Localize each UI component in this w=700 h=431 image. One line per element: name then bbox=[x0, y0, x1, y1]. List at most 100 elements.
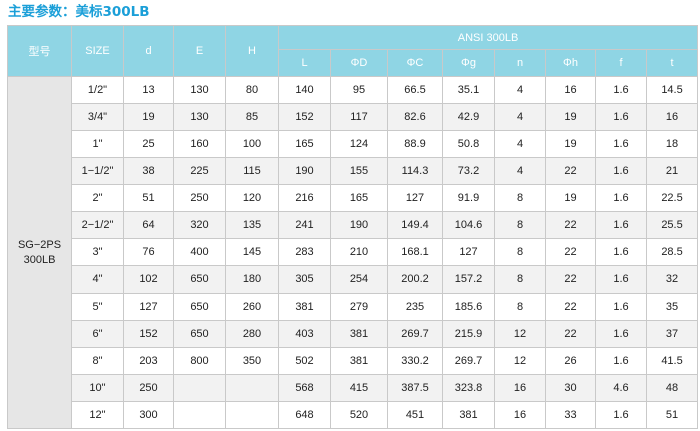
model-name-line1: SG−2PS bbox=[17, 238, 62, 251]
table-cell: 21 bbox=[645, 157, 699, 186]
table-cell: 190 bbox=[278, 157, 331, 186]
table-cell: 4" bbox=[71, 265, 124, 294]
table-cell: 1.6 bbox=[595, 75, 647, 105]
table-cell: 22 bbox=[545, 157, 596, 186]
table-cell: 260 bbox=[225, 292, 279, 321]
table-cell: 152 bbox=[123, 319, 174, 348]
table-cell: 124 bbox=[330, 130, 388, 159]
table-cell: 387.5 bbox=[387, 373, 443, 402]
table-row: 12" 300 648 520 451 381 16 33 1.6 51 bbox=[8, 400, 699, 430]
table-cell: 8 bbox=[494, 184, 546, 213]
table-row: 5" 127 650 260 381 279 235 185.6 8 22 1.6 35 bbox=[8, 292, 699, 321]
table-cell: 4 bbox=[494, 103, 546, 132]
table-row: 1" 25 160 100 165 124 88.9 50.8 4 19 1.6 18 bbox=[8, 130, 699, 159]
table-cell: 235 bbox=[387, 292, 443, 321]
table-cell: 42.9 bbox=[442, 103, 495, 132]
table-cell: 650 bbox=[173, 265, 226, 294]
section-title: 主要参数：美标300LB bbox=[8, 4, 150, 20]
header-phi-g: Φg bbox=[442, 49, 495, 77]
table-cell: 451 bbox=[387, 400, 443, 430]
table-cell: 1.6 bbox=[595, 184, 647, 213]
table-cell: 381 bbox=[330, 319, 388, 348]
table-cell: 64 bbox=[123, 211, 174, 240]
table-cell: 76 bbox=[123, 238, 174, 267]
table-cell: 4 bbox=[494, 75, 546, 105]
table-cell: 10" bbox=[71, 373, 124, 402]
table-cell: 1.6 bbox=[595, 292, 647, 321]
table-cell: 168.1 bbox=[387, 238, 443, 267]
table-cell: 8 bbox=[494, 238, 546, 267]
table-cell: 216 bbox=[278, 184, 331, 213]
table-cell: 50.8 bbox=[442, 130, 495, 159]
table-cell: 210 bbox=[330, 238, 388, 267]
table-cell: 117 bbox=[330, 103, 388, 132]
table-cell: 37 bbox=[645, 319, 699, 348]
table-cell: 51 bbox=[645, 400, 699, 430]
header-f: f bbox=[595, 49, 647, 77]
table-cell: 19 bbox=[545, 103, 596, 132]
table-cell: 26 bbox=[545, 346, 596, 375]
table-cell: 19 bbox=[123, 103, 174, 132]
table-cell: 127 bbox=[123, 292, 174, 321]
table-cell: 283 bbox=[278, 238, 331, 267]
table-row: 8" 203 800 350 502 381 330.2 269.7 12 26 1.6 41.5 bbox=[8, 346, 699, 375]
table-cell: 381 bbox=[330, 346, 388, 375]
header-phi-d: ΦD bbox=[330, 49, 388, 77]
table-cell: 502 bbox=[278, 346, 331, 375]
table-cell: 350 bbox=[225, 346, 279, 375]
table-cell: 269.7 bbox=[387, 319, 443, 348]
table-cell: 3" bbox=[71, 238, 124, 267]
table-cell: 1−1/2" bbox=[71, 157, 124, 186]
table-cell: 80 bbox=[225, 75, 279, 105]
table-cell: 114.3 bbox=[387, 157, 443, 186]
table-cell: 1/2" bbox=[71, 75, 124, 105]
table-cell: 120 bbox=[225, 184, 279, 213]
table-row: SG−2PS 300LB 1/2" 13 130 80 140 95 66.5 35.1 4 16 1.… bbox=[7, 75, 699, 429]
table-cell: 149.4 bbox=[387, 211, 443, 240]
table-cell: 1" bbox=[71, 130, 124, 159]
table-cell: 13 bbox=[123, 75, 174, 105]
table-cell: 165 bbox=[278, 130, 331, 159]
spec-table-body: SG−2PS 300LB 1/2" 13 130 80 140 95 66.5 35.1 4 16 1.… bbox=[7, 75, 699, 430]
table-cell: 4 bbox=[494, 157, 546, 186]
table-cell: 28.5 bbox=[645, 238, 699, 267]
table-cell: 95 bbox=[330, 75, 388, 105]
table-cell: 12 bbox=[494, 346, 546, 375]
table-cell: 160 bbox=[173, 130, 226, 159]
table-cell: 200.2 bbox=[387, 265, 443, 294]
table-cell: 1.6 bbox=[595, 238, 647, 267]
table-cell: 650 bbox=[173, 292, 226, 321]
table-cell: 250 bbox=[173, 184, 226, 213]
table-cell: 381 bbox=[278, 292, 331, 321]
table-cell: 12 bbox=[494, 319, 546, 348]
table-cell: 1.6 bbox=[595, 400, 647, 430]
header-model: 型号 bbox=[7, 25, 72, 77]
table-cell: 22.5 bbox=[645, 184, 699, 213]
table-cell: 1.6 bbox=[595, 346, 647, 375]
table-cell: 650 bbox=[173, 319, 226, 348]
table-cell bbox=[173, 373, 226, 402]
table-cell: 1.6 bbox=[595, 157, 647, 186]
table-row: 6" 152 650 280 403 381 269.7 215.9 12 22 1.6 37 bbox=[8, 319, 699, 348]
header-phi-c: ΦC bbox=[387, 49, 443, 77]
table-cell: 157.2 bbox=[442, 265, 495, 294]
table-cell: 400 bbox=[173, 238, 226, 267]
table-cell: 32 bbox=[645, 265, 699, 294]
table-cell: 568 bbox=[278, 373, 331, 402]
table-cell: 85 bbox=[225, 103, 279, 132]
table-cell: 269.7 bbox=[442, 346, 495, 375]
table-cell: 12" bbox=[71, 400, 124, 430]
table-cell: 648 bbox=[278, 400, 331, 430]
table-row: 2" 51 250 120 216 165 127 91.9 8 19 1.6 22.5 bbox=[8, 184, 699, 213]
table-cell: 16 bbox=[494, 373, 546, 402]
header-h: H bbox=[225, 25, 279, 77]
table-cell: 8" bbox=[71, 346, 124, 375]
table-cell: 1.6 bbox=[595, 130, 647, 159]
table-cell: 22 bbox=[545, 319, 596, 348]
table-cell: 104.6 bbox=[442, 211, 495, 240]
table-cell: 215.9 bbox=[442, 319, 495, 348]
table-cell: 1.6 bbox=[595, 265, 647, 294]
header-n: n bbox=[494, 49, 546, 77]
table-cell: 203 bbox=[123, 346, 174, 375]
table-cell: 19 bbox=[545, 184, 596, 213]
